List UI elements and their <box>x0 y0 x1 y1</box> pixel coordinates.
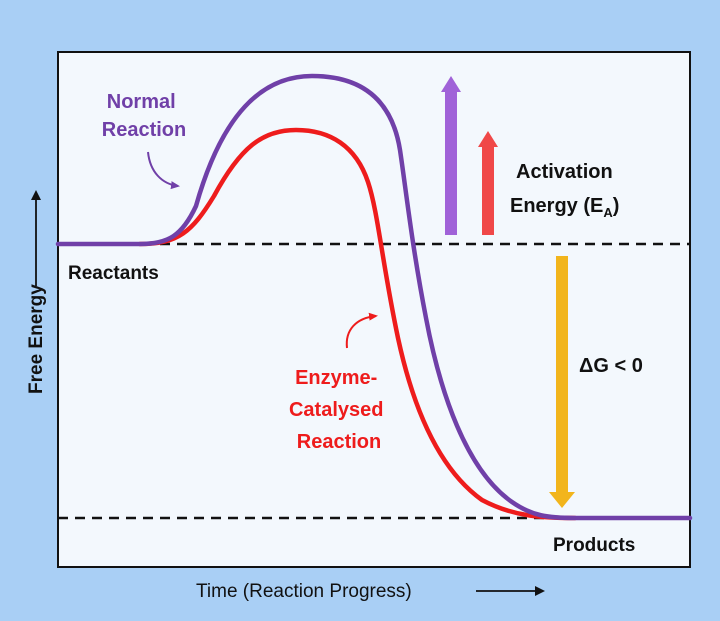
delta-g-label: ΔG < 0 <box>579 355 643 377</box>
curved-arrow-icon <box>147 151 180 190</box>
reactants-label: Reactants <box>68 263 159 284</box>
x-axis-label: Time (Reaction Progress) <box>196 581 412 602</box>
y-axis-label-group: Free Energy <box>26 190 47 394</box>
normal-reaction-curve <box>55 73 693 521</box>
products-label: Products <box>553 535 635 556</box>
activation-energy-label: Activation <box>516 161 613 183</box>
curved-arrow-icon <box>345 312 378 349</box>
activation-energy-label-line2: Energy (EA) <box>510 195 619 220</box>
delta-g-arrow <box>549 256 575 508</box>
normal-reaction-label: Normal Reaction <box>102 91 186 141</box>
enzyme-catalysed-label: Enzyme- Catalysed Reaction <box>289 367 389 453</box>
y-axis-label: Free Energy <box>26 284 47 394</box>
enzyme-catalysed-curve <box>137 127 578 521</box>
plot-area <box>57 51 691 568</box>
activation-arrow-enzyme <box>478 131 498 235</box>
activation-arrow-normal <box>441 76 461 235</box>
